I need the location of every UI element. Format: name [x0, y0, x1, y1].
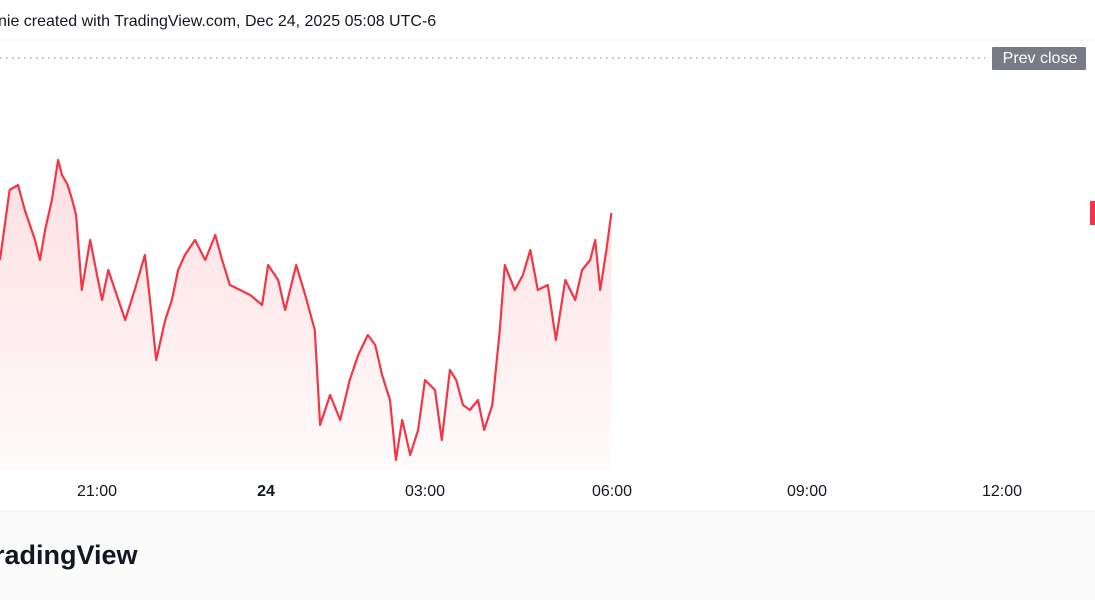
prev-close-label: Prev close	[1003, 50, 1078, 67]
x-tick-label: 06:00	[592, 483, 632, 500]
header-text: nie created with TradingView.com, Dec 24…	[0, 13, 436, 30]
x-tick-label: 24	[257, 483, 275, 500]
x-tick-label: 21:00	[77, 483, 117, 500]
x-tick-label: 09:00	[787, 483, 827, 500]
area-fill	[0, 160, 612, 470]
x-tick-label: 12:00	[982, 483, 1022, 500]
logo-text: radingView	[0, 540, 139, 570]
last-price-marker	[1090, 201, 1095, 225]
footer-background	[0, 511, 1095, 600]
x-tick-label: 03:00	[405, 483, 445, 500]
prev-close-badge	[992, 47, 1086, 70]
price-line	[0, 158, 613, 462]
